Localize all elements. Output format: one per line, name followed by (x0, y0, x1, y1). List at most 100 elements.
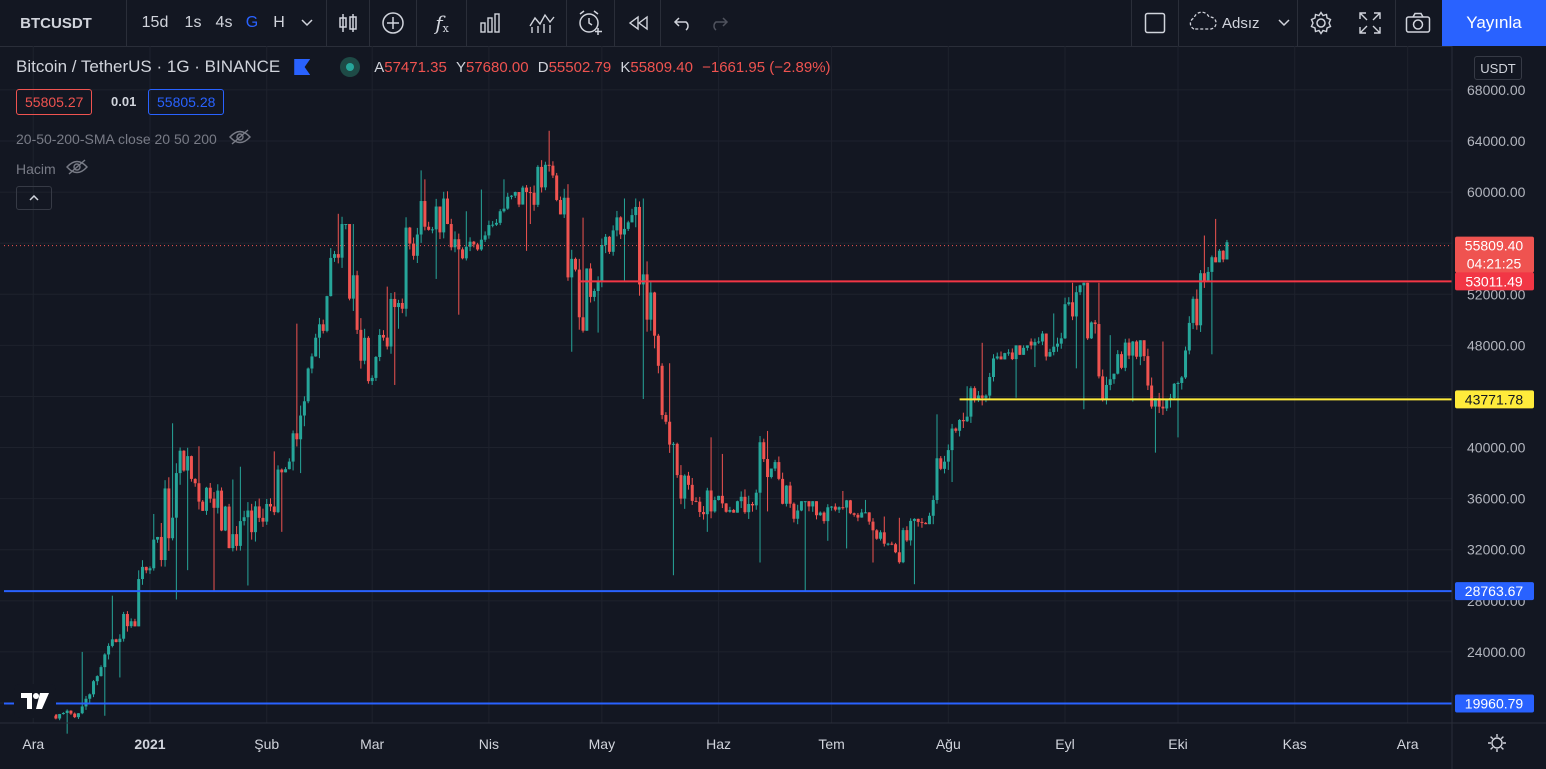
undo-icon[interactable] (666, 0, 700, 46)
chevron-down-icon[interactable] (296, 0, 318, 46)
candle-body (220, 490, 224, 531)
alert-icon[interactable] (570, 0, 610, 46)
blue-line-1-label: 28763.67 (1465, 583, 1524, 599)
candle-body (924, 522, 928, 525)
sell-price-button[interactable]: 55805.27 (16, 89, 93, 115)
candle-body (939, 458, 943, 469)
candle-body (615, 217, 619, 231)
candle-body (227, 506, 231, 549)
candle-body (366, 337, 370, 382)
eye-hidden-icon[interactable] (228, 129, 251, 148)
interval-H-button[interactable]: H (273, 14, 285, 31)
layout-icon[interactable] (1136, 0, 1174, 46)
candle-body (980, 395, 984, 398)
time-axis-settings-icon[interactable] (1488, 734, 1506, 752)
candle-body (1161, 406, 1165, 409)
candle-body (886, 543, 890, 545)
candle-body (607, 236, 611, 252)
candles-icon[interactable] (330, 0, 366, 46)
candle-body (1007, 352, 1011, 354)
interval-G-button[interactable]: G (245, 14, 259, 31)
candle-body (1225, 242, 1229, 260)
currency-button[interactable]: USDT (1474, 56, 1522, 80)
candle-body (1037, 341, 1041, 343)
price-chart[interactable]: 68000.0064000.0060000.0056000.0052000.00… (0, 46, 1546, 769)
candle-body (732, 509, 736, 513)
candle-body (498, 211, 502, 223)
yellow-line-label-bg (1455, 390, 1534, 409)
symbol-search-button[interactable]: BTCUSDT (20, 14, 92, 32)
candle-body (201, 501, 205, 511)
candle-body (1165, 400, 1169, 409)
candle-body (370, 377, 374, 382)
fullscreen-icon[interactable] (1350, 0, 1390, 46)
price-tick-label: 40000.00 (1467, 440, 1526, 456)
candle-body (393, 298, 397, 308)
redo-icon[interactable] (702, 0, 736, 46)
candle-body (1086, 282, 1090, 339)
templates-icon[interactable] (522, 0, 562, 46)
candle-body (494, 222, 498, 225)
chart-legend: Bitcoin / TetherUS · 1G · BINANCE A57471… (16, 57, 831, 77)
indicator-volume[interactable]: Hacim (16, 159, 88, 178)
tradingview-logo[interactable] (14, 684, 56, 718)
candle-body (1044, 333, 1048, 357)
time-tick-label: Eyl (1055, 736, 1074, 752)
add-icon[interactable] (374, 0, 412, 46)
candle-body (389, 298, 393, 347)
replay-icon[interactable] (620, 0, 656, 46)
market-status-icon[interactable] (340, 57, 361, 77)
candle-body (1089, 322, 1093, 339)
collapse-legend-button[interactable] (16, 186, 52, 210)
candle-body (581, 317, 585, 331)
candle-body (434, 206, 438, 230)
candle-body (634, 206, 638, 216)
candle-body (882, 532, 886, 544)
candles-layer (54, 130, 1229, 734)
candle-body (848, 500, 852, 514)
interval-1s-button[interactable]: 1s (184, 14, 202, 31)
layout-name-button[interactable]: Adsız (1186, 0, 1298, 46)
candle-body (445, 198, 449, 225)
candle-body (317, 324, 321, 338)
candle-body (958, 419, 962, 431)
compare-icon[interactable] (472, 0, 508, 46)
candle-body (528, 192, 532, 194)
candle-body (954, 428, 958, 431)
candle-body (536, 166, 540, 205)
interval-4s-button[interactable]: 4s (215, 14, 233, 31)
candle-body (837, 507, 841, 510)
candle-body (54, 714, 58, 719)
candle-body (724, 503, 728, 512)
eye-hidden-icon[interactable] (65, 159, 88, 178)
publish-button[interactable]: Yayınla (1442, 0, 1546, 46)
time-tick-label: Şub (254, 736, 279, 752)
candle-body (596, 280, 600, 291)
candle-body (784, 485, 788, 504)
candle-body (1172, 383, 1176, 398)
candle-body (984, 395, 988, 398)
candle-body (585, 268, 589, 331)
candle-body (950, 428, 954, 451)
buy-price-button[interactable]: 55805.28 (148, 89, 225, 115)
candle-body (336, 254, 340, 258)
candle-body (253, 506, 257, 533)
candle-body (1206, 271, 1210, 281)
candle-body (826, 507, 830, 522)
settings-icon[interactable] (1302, 0, 1340, 46)
camera-icon[interactable] (1398, 0, 1438, 46)
candle-body (265, 503, 269, 522)
indicator-sma[interactable]: 20-50-200-SMA close 20 50 200 (16, 129, 251, 148)
horizontal-lines-layer (4, 245, 1452, 705)
candle-body (385, 337, 389, 347)
candle-body (1127, 342, 1131, 356)
candle-body (65, 710, 69, 713)
candle-body (58, 714, 62, 719)
candle-body (822, 512, 826, 522)
flag-icon[interactable] (294, 59, 311, 75)
candle-body (694, 500, 698, 502)
symbol-title[interactable]: Bitcoin / TetherUS · 1G · BINANCE (16, 57, 281, 76)
candle-body (348, 224, 352, 299)
interval-15d-button[interactable]: 15d (141, 14, 169, 31)
